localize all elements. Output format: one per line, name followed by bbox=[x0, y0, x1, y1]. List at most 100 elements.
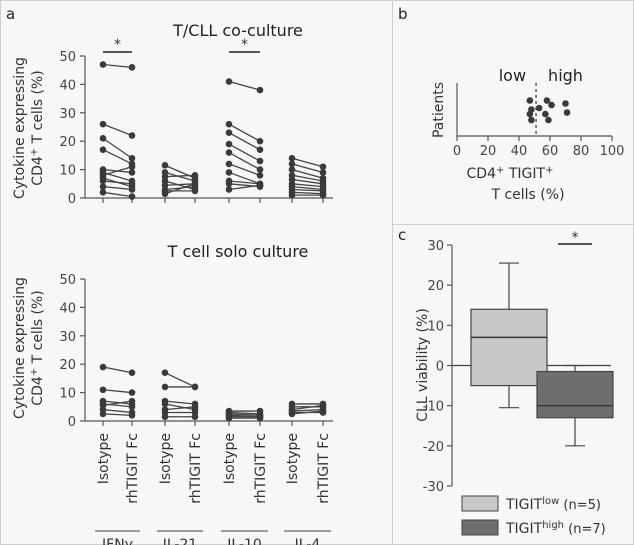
chart-b-xlabel-1: CD4+ TIGIT+ bbox=[467, 165, 554, 183]
chart-a-top-point-isotype bbox=[225, 78, 233, 85]
chart-a-top-pair-line bbox=[228, 151, 261, 171]
chart-a-bottom-pair-line bbox=[102, 400, 133, 405]
chart-a-bottom-point-isotype bbox=[161, 413, 169, 421]
chart-a-top-pair-line bbox=[291, 178, 324, 185]
chart-c-ylabel: CLL viability (%) bbox=[415, 308, 431, 422]
x-condition-label: Isotype bbox=[158, 433, 174, 484]
chart-a-top-pair-line bbox=[102, 123, 133, 137]
chart-a-top-point-isotype bbox=[99, 135, 107, 142]
chart-b-point bbox=[545, 116, 552, 124]
chart-a-bottom-ylabel-1: Cytokine expressing bbox=[12, 277, 28, 419]
chart-a-top-point-isotype bbox=[161, 162, 169, 169]
chart-a-top-pair-line bbox=[228, 143, 261, 162]
chart-a-bottom-pair-line bbox=[102, 366, 133, 374]
chart-a-top-pair-line bbox=[102, 149, 133, 165]
chart-a-bottom-pair-line bbox=[164, 372, 196, 388]
chart-a-top-point-isotype bbox=[288, 191, 296, 199]
chart-a-top-point-isotype bbox=[288, 166, 296, 173]
chart-a-bottom-pair-line bbox=[102, 408, 133, 414]
chart-b-point bbox=[563, 109, 571, 116]
group-label: IL-10 bbox=[227, 537, 262, 545]
chart-a-bottom-y-tick-label: 20 bbox=[59, 358, 76, 373]
chart-a-top-point-isotype bbox=[99, 61, 107, 68]
chart-a-top-pair-line bbox=[228, 163, 261, 176]
chart-a-top-pair-line bbox=[291, 168, 324, 179]
chart-a-bottom-pair-line bbox=[102, 413, 133, 416]
chart-a-top-point-isotype bbox=[99, 189, 107, 196]
chart-a-bottom-point-rhtigit bbox=[128, 397, 136, 405]
chart-a-bottom-y-tick-label: 10 bbox=[59, 387, 76, 402]
chart-a-top-y-tick-label: 40 bbox=[59, 78, 76, 93]
chart-a-top-y-tick-label: 0 bbox=[68, 192, 76, 207]
group-label: IL-4 bbox=[295, 537, 321, 545]
chart-a-bottom-point-rhtigit bbox=[191, 403, 199, 411]
chart-b-x-tick-label: 0 bbox=[453, 144, 461, 159]
chart-a-top-point-rhtigit bbox=[256, 146, 264, 154]
x-condition-label: Isotype bbox=[285, 433, 301, 484]
chart-a-top-point-isotype bbox=[99, 183, 107, 190]
chart-a-top-pair-line bbox=[228, 171, 261, 185]
chart-b-x-tick-label: 60 bbox=[542, 144, 559, 159]
chart-a-top-point-isotype bbox=[99, 120, 107, 128]
chart-a-top-point-rhtigit bbox=[256, 181, 264, 189]
chart-a-bottom-pair-line bbox=[291, 408, 324, 412]
x-condition-label: rhTIGIT Fc bbox=[188, 433, 204, 504]
chart-a-top-point-rhtigit bbox=[191, 180, 199, 188]
chart-a-top-point-rhtigit bbox=[319, 163, 327, 171]
chart-a-bottom-point-rhtigit bbox=[191, 413, 199, 421]
chart-a-bottom-y-tick-label: 40 bbox=[59, 301, 76, 316]
chart-a-bottom-point-rhtigit bbox=[191, 383, 199, 391]
chart-a-bottom-pair-line bbox=[228, 411, 261, 415]
chart-a-bottom-y-tick-label: 30 bbox=[59, 330, 76, 345]
chart-a-top-pair-line bbox=[291, 183, 324, 188]
chart-a-top-ylabel-1: Cytokine expressing bbox=[12, 57, 28, 199]
chart-a-top-ylabel-2: CD4+ T cells (%) bbox=[29, 70, 47, 185]
chart-a-bottom-point-isotype bbox=[161, 400, 169, 408]
chart-c-y-tick-label: -30 bbox=[423, 480, 444, 495]
chart-b: Patients CD4+ TIGIT+ T cells (%) 0 20 40 60… bbox=[431, 66, 624, 203]
chart-a-top-pair-line bbox=[164, 183, 196, 186]
chart-a-bottom-pair-line bbox=[164, 400, 196, 405]
chart-a-top-point-isotype bbox=[225, 120, 233, 128]
chart-a-bottom-point-rhtigit bbox=[128, 412, 136, 419]
chart-a-top-significance-star: * bbox=[241, 37, 248, 53]
chart-a-bottom-pair-line bbox=[164, 403, 196, 411]
chart-a-top-point-rhtigit bbox=[191, 187, 199, 195]
chart-a-top-y-tick-label: 10 bbox=[59, 164, 76, 179]
chart-a-bottom-point-isotype bbox=[161, 369, 169, 377]
chart-b-xlabel-2: T cells (%) bbox=[490, 187, 564, 203]
x-condition-label: Isotype bbox=[96, 433, 112, 484]
chart-a-bottom-point-isotype bbox=[99, 363, 107, 371]
chart-b-x-tick-label: 100 bbox=[600, 144, 625, 159]
chart-a-bottom-pair-line bbox=[102, 400, 133, 407]
x-condition-label: rhTIGIT Fc bbox=[316, 433, 332, 504]
chart-a-top-point-rhtigit bbox=[128, 132, 136, 139]
panel-label-a: a bbox=[6, 5, 15, 23]
chart-a-top-pair-line bbox=[164, 183, 196, 195]
chart-a-top-pair-line bbox=[164, 171, 196, 182]
chart-a-top-pair-line bbox=[228, 184, 261, 191]
chart-a-bottom-pair-line bbox=[228, 413, 261, 416]
chart-a-bottom: T cell solo culture Cytokine expressing … bbox=[12, 242, 333, 545]
chart-b-point bbox=[562, 100, 569, 107]
chart-a-top-pair-line bbox=[164, 180, 196, 191]
chart-a-top-point-isotype bbox=[225, 160, 233, 168]
chart-a-top-point-rhtigit bbox=[319, 169, 327, 176]
chart-a-top-pair-line bbox=[228, 180, 261, 185]
chart-b-x-tick-label: 40 bbox=[511, 144, 528, 159]
chart-b-x-tick-label: 80 bbox=[573, 144, 590, 159]
chart-c-legend-swatch bbox=[461, 495, 499, 512]
x-condition-label: Isotype bbox=[222, 433, 238, 484]
chart-c-legend-label: TIGIThigh (n=7) bbox=[505, 520, 606, 538]
chart-a-top-point-isotype bbox=[225, 180, 233, 188]
chart-a-bottom-point-isotype bbox=[161, 383, 169, 391]
chart-a-bottom-title: T cell solo culture bbox=[167, 242, 309, 261]
chart-a-top-point-isotype bbox=[99, 177, 107, 185]
chart-a-bottom-point-isotype bbox=[225, 414, 233, 422]
chart-a-top-pair-line bbox=[102, 191, 133, 198]
chart-a-top-point-rhtigit bbox=[128, 186, 136, 193]
chart-a-top-point-rhtigit bbox=[128, 193, 136, 200]
chart-a-top-point-rhtigit bbox=[256, 166, 264, 173]
chart-a-top-point-rhtigit bbox=[128, 180, 136, 188]
